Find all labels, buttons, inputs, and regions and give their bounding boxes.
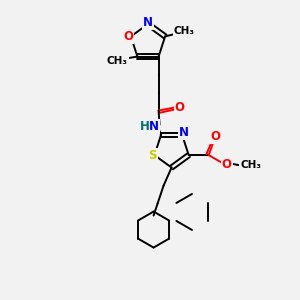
Text: O: O (222, 158, 232, 171)
Text: H: H (140, 120, 149, 133)
Text: CH₃: CH₃ (174, 26, 195, 36)
Text: N: N (179, 127, 189, 140)
Text: O: O (175, 101, 184, 114)
Text: CH₃: CH₃ (240, 160, 261, 170)
Text: S: S (148, 148, 157, 162)
Text: O: O (211, 130, 221, 142)
Text: N: N (148, 120, 159, 133)
Text: O: O (123, 30, 133, 43)
Text: N: N (143, 16, 153, 29)
Text: CH₃: CH₃ (107, 56, 128, 66)
